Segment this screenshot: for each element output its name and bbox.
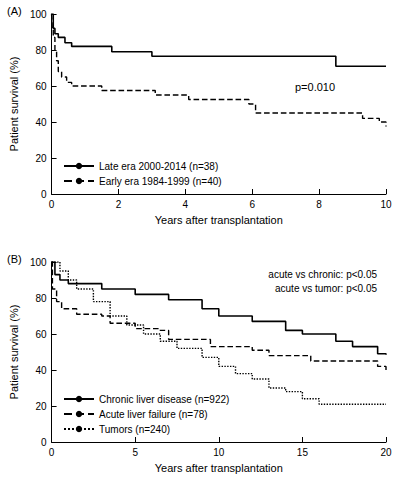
svg-text:60: 60 <box>35 329 47 340</box>
svg-text:0: 0 <box>49 199 55 210</box>
svg-text:acute vs tumor: p<0.05: acute vs tumor: p<0.05 <box>275 283 377 294</box>
svg-text:6: 6 <box>249 199 255 210</box>
svg-text:Years after transplantation: Years after transplantation <box>155 214 283 226</box>
svg-text:40: 40 <box>35 365 47 376</box>
svg-text:80: 80 <box>35 45 47 56</box>
svg-text:acute vs chronic: p<0.05: acute vs chronic: p<0.05 <box>268 269 377 280</box>
svg-text:60: 60 <box>35 81 47 92</box>
svg-text:20: 20 <box>35 401 47 412</box>
svg-text:40: 40 <box>35 117 47 128</box>
svg-text:Tumors (n=240): Tumors (n=240) <box>99 424 170 435</box>
svg-text:20: 20 <box>380 447 392 458</box>
svg-text:10: 10 <box>380 199 392 210</box>
svg-text:Late era 2000-2014 (n=38): Late era 2000-2014 (n=38) <box>99 161 218 172</box>
svg-text:20: 20 <box>35 153 47 164</box>
svg-text:Patient survival (%): Patient survival (%) <box>8 57 20 152</box>
svg-text:Acute liver failure (n=78): Acute liver failure (n=78) <box>99 409 208 420</box>
svg-text:Patient survival (%): Patient survival (%) <box>8 305 20 400</box>
svg-text:15: 15 <box>297 447 309 458</box>
svg-text:Chronic liver disease (n=922): Chronic liver disease (n=922) <box>99 394 229 405</box>
svg-text:(A): (A) <box>7 5 22 17</box>
svg-text:0: 0 <box>41 437 47 448</box>
svg-text:0: 0 <box>41 189 47 200</box>
svg-text:10: 10 <box>213 447 225 458</box>
svg-text:0: 0 <box>49 447 55 458</box>
svg-text:100: 100 <box>30 9 47 20</box>
svg-text:p=0.010: p=0.010 <box>295 81 335 93</box>
svg-text:2: 2 <box>116 199 122 210</box>
svg-text:8: 8 <box>316 199 322 210</box>
svg-text:Years after transplantation: Years after transplantation <box>155 462 283 474</box>
svg-text:4: 4 <box>183 199 189 210</box>
svg-text:(B): (B) <box>7 253 22 265</box>
svg-text:5: 5 <box>132 447 138 458</box>
svg-text:100: 100 <box>30 257 47 268</box>
svg-text:Early era 1984-1999 (n=40): Early era 1984-1999 (n=40) <box>99 176 222 187</box>
svg-text:80: 80 <box>35 293 47 304</box>
